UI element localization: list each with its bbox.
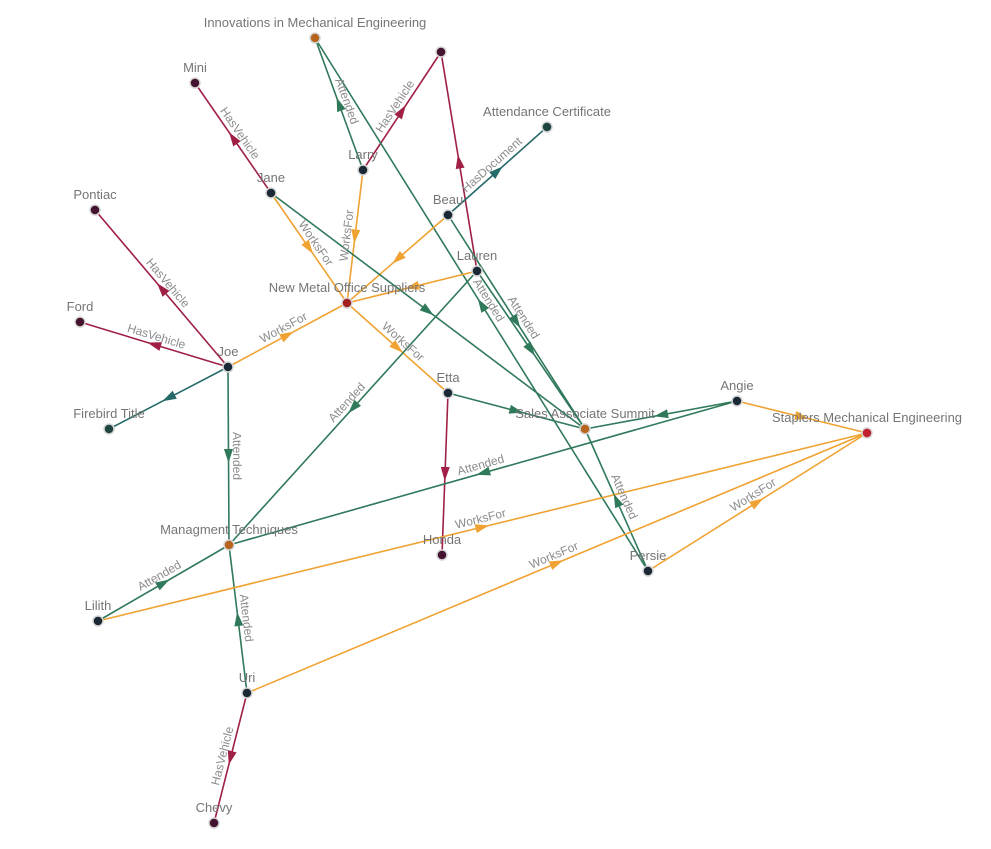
arrowhead-angie-summit	[654, 409, 669, 419]
arrowhead-larry-nmos	[351, 229, 361, 244]
node-honda[interactable]	[436, 549, 448, 561]
node-label-attendance-certificate: Attendance Certificate	[483, 104, 611, 119]
node-innovations[interactable]	[309, 32, 321, 44]
arrowhead-larry-vehicle-unlabeled	[394, 105, 406, 120]
nodes-layer	[74, 32, 873, 829]
arrowhead-joe-managment-techniques	[223, 448, 233, 463]
node-label-lauren: Lauren	[457, 248, 497, 263]
node-pontiac[interactable]	[89, 204, 101, 216]
node-nmos[interactable]	[341, 297, 353, 309]
node-attendance-certificate[interactable]	[541, 121, 553, 133]
arrowhead-persie-staplers	[749, 498, 764, 510]
edge-label-jane-mini: HasVehicle	[217, 104, 263, 162]
edge-label-uri-managment-techniques: Attended	[237, 593, 257, 642]
node-ford[interactable]	[74, 316, 86, 328]
node-label-larry: Larry	[348, 147, 378, 162]
node-label-innovations: Innovations in Mechanical Engineering	[204, 15, 427, 30]
arrowhead-uri-staplers	[548, 560, 564, 570]
arrowhead-joe-nmos	[279, 331, 294, 343]
arrowhead-jane-summit	[419, 303, 434, 316]
node-lilith[interactable]	[92, 615, 104, 627]
node-label-pontiac: Pontiac	[73, 187, 117, 202]
edge-label-nmos-etta: WorksFor	[379, 319, 427, 364]
arrowhead-uri-managment-techniques	[234, 612, 244, 627]
arrowhead-beau-summit	[508, 313, 521, 328]
node-label-nmos: New Metal Office Suppliers	[269, 280, 426, 295]
arrowhead-larry-innovations	[336, 97, 346, 113]
node-label-mini: Mini	[183, 60, 207, 75]
node-staplers[interactable]	[861, 427, 873, 439]
arrowheads-layer	[147, 97, 809, 765]
node-vehicle-unlabeled[interactable]	[435, 46, 447, 58]
arrowhead-lauren-summit	[523, 341, 535, 356]
arrowhead-jane-mini	[229, 132, 241, 147]
node-label-managment-techniques: Managment Techniques	[160, 522, 298, 537]
edge-label-joe-pontiac: HasVehicle	[143, 256, 193, 311]
node-label-joe: Joe	[218, 344, 239, 359]
node-joe[interactable]	[222, 361, 234, 373]
node-label-chevy: Chevy	[196, 800, 233, 815]
arrowhead-joe-firebird-title	[162, 390, 177, 402]
arrowhead-persie-innovations	[477, 298, 490, 313]
edges-layer	[79, 37, 868, 824]
node-labels-layer: Innovations in Mechanical Engineering Min…	[67, 15, 962, 815]
node-lauren[interactable]	[471, 265, 483, 277]
arrowhead-lauren-vehicle-unlabeled	[455, 154, 465, 170]
arrowhead-jane-nmos	[301, 239, 313, 254]
node-label-jane: Jane	[257, 170, 285, 185]
node-persie[interactable]	[642, 565, 654, 577]
node-label-honda: Honda	[423, 532, 462, 547]
arrowhead-persie-summit	[613, 493, 624, 509]
node-summit[interactable]	[579, 423, 591, 435]
node-larry[interactable]	[357, 164, 369, 176]
node-label-persie: Persie	[630, 548, 667, 563]
node-etta[interactable]	[442, 387, 454, 399]
node-label-etta: Etta	[436, 370, 460, 385]
edge-labels-layer: HasVehicle HasVehicle Attended Attended HasD…	[126, 76, 779, 787]
arrowhead-beau-nmos	[392, 251, 406, 264]
node-label-angie: Angie	[720, 378, 753, 393]
arrowhead-beau-attendance-certificate	[489, 166, 503, 180]
node-beau[interactable]	[442, 209, 454, 221]
node-label-lilith: Lilith	[85, 598, 112, 613]
arrowhead-etta-summit	[508, 404, 524, 414]
arrowhead-uri-chevy	[227, 750, 237, 765]
node-chevy[interactable]	[208, 817, 220, 829]
arrowhead-lauren-nmos	[405, 280, 420, 290]
edge-label-beau-attendance-certificate: HasDocument	[459, 134, 526, 195]
edge-label-jane-nmos: WorksFor	[296, 218, 337, 269]
node-label-ford: Ford	[67, 299, 94, 314]
node-label-staplers: Staplers Mechanical Engineering	[772, 410, 962, 425]
node-label-uri: Uri	[239, 670, 256, 685]
node-label-summit: Sales Associate Summit	[515, 406, 655, 421]
node-label-firebird-title: Firebird Title	[73, 406, 145, 421]
arrowhead-joe-ford	[147, 342, 163, 351]
edge-label-joe-managment-techniques: Attended	[230, 432, 244, 480]
node-mini[interactable]	[189, 77, 201, 89]
node-angie[interactable]	[731, 395, 743, 407]
edge-label-larry-innovations: Attended	[332, 76, 362, 126]
arrowhead-nmos-etta	[389, 339, 403, 353]
arrowhead-angie-managment-techniques	[476, 466, 491, 476]
node-jane[interactable]	[265, 187, 277, 199]
arrowhead-etta-honda	[440, 466, 450, 481]
arrowhead-lilith-managment-techniques	[155, 579, 170, 591]
node-uri[interactable]	[241, 687, 253, 699]
node-label-beau: Beau	[433, 192, 463, 207]
node-firebird-title[interactable]	[103, 423, 115, 435]
edge-label-lauren-managment-techniques: Attended	[325, 380, 368, 425]
arrowhead-angie-staplers	[794, 410, 809, 420]
arrowhead-lauren-managment-techniques	[348, 399, 362, 414]
node-managment-techniques[interactable]	[223, 539, 235, 551]
arrowhead-joe-pontiac	[156, 283, 170, 297]
edge-label-larry-vehicle-unlabeled: HasVehicle	[373, 77, 418, 135]
edge-label-larry-nmos: WorksFor	[337, 209, 357, 262]
arrowhead-lilith-staplers	[474, 524, 490, 534]
